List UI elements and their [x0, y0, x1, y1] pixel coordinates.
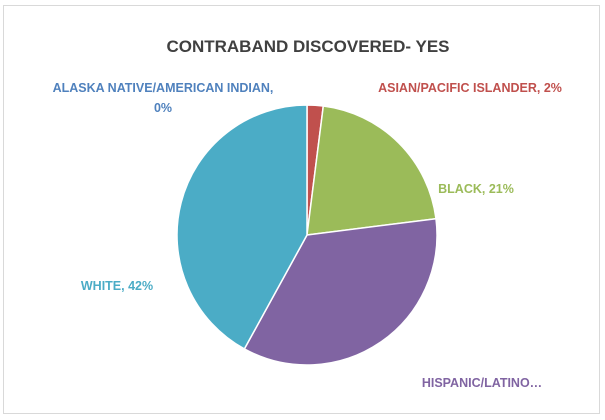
data-labels: ASIAN/PACIFIC ISLANDER, 2% BLACK, 21% HISP… [53, 81, 562, 390]
chart-title: CONTRABAND DISCOVERED- YES [166, 37, 449, 56]
pie-slice-black [306, 105, 437, 236]
data-label-asian-pacific-islander: ASIAN/PACIFIC ISLANDER, 2% [378, 81, 562, 95]
pie-slice-white [176, 104, 308, 350]
data-label-white: WHITE, 42% [81, 279, 153, 293]
pie-slices [176, 104, 438, 366]
data-label-hispanic-latino: HISPANIC/LATINO… [422, 376, 542, 390]
data-label-alaska-native-american-indian: ALASKA NATIVE/AMERICAN INDIAN, 0% [53, 81, 274, 115]
data-label-black: BLACK, 21% [438, 182, 514, 196]
pie-slice-hispanic-latino [243, 217, 438, 366]
